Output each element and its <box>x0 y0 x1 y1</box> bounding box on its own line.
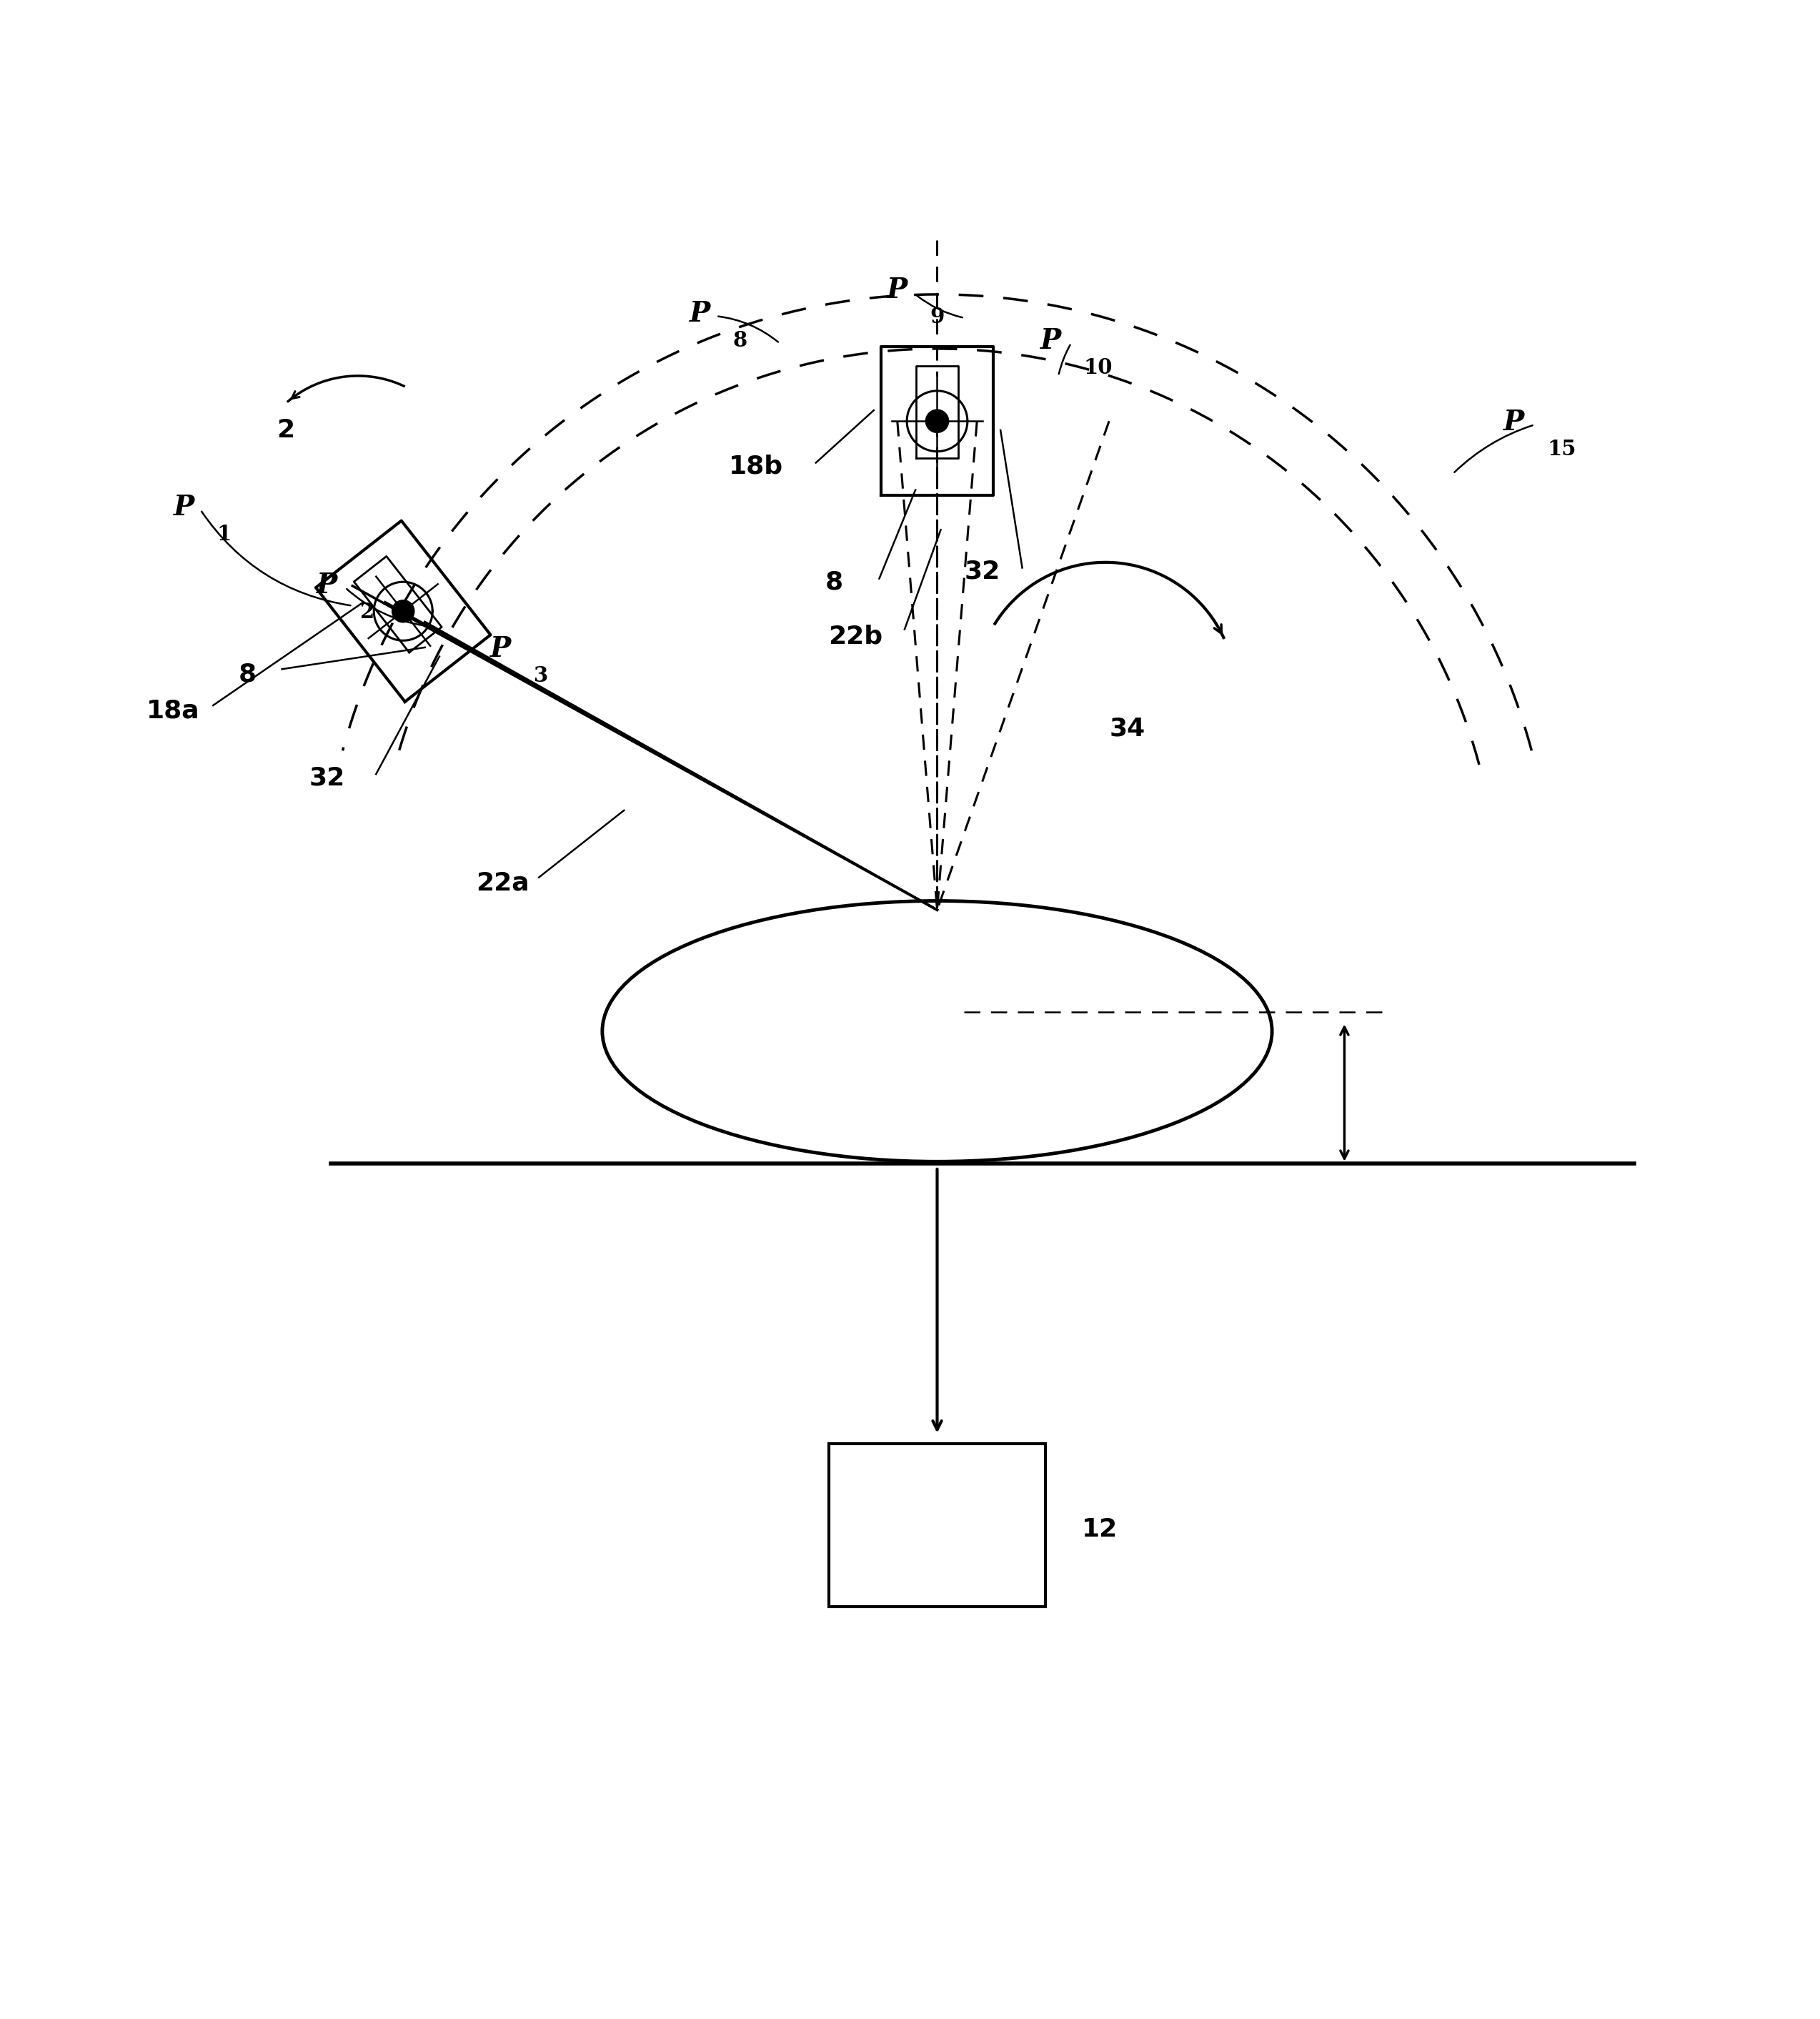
Text: 10: 10 <box>1083 357 1112 378</box>
Text: 22a: 22a <box>477 870 530 894</box>
Text: 18a: 18a <box>147 699 200 723</box>
Circle shape <box>926 410 948 432</box>
Text: 8: 8 <box>733 331 746 351</box>
Text: 15: 15 <box>1547 438 1576 460</box>
Text: P: P <box>490 636 511 662</box>
Text: P: P <box>690 301 710 327</box>
Text: 22b: 22b <box>828 624 883 648</box>
Text: 32: 32 <box>309 765 346 789</box>
Text: P: P <box>1041 327 1061 355</box>
Text: 12: 12 <box>1083 1516 1117 1540</box>
Text: 8: 8 <box>238 662 257 686</box>
Text: 34: 34 <box>1108 717 1145 741</box>
Bar <box>828 1444 1046 1607</box>
Circle shape <box>391 600 415 622</box>
Text: P: P <box>173 495 195 521</box>
Text: 2: 2 <box>360 602 375 622</box>
Text: 32: 32 <box>965 559 1001 583</box>
Text: 18b: 18b <box>730 454 783 479</box>
Text: 8: 8 <box>824 569 843 594</box>
Text: P: P <box>317 571 337 600</box>
Text: P: P <box>1503 408 1525 436</box>
Text: 9: 9 <box>930 307 945 327</box>
Text: 3: 3 <box>533 666 548 686</box>
Text: P: P <box>886 277 908 303</box>
Text: 1: 1 <box>217 525 231 545</box>
Text: 2: 2 <box>277 418 295 442</box>
